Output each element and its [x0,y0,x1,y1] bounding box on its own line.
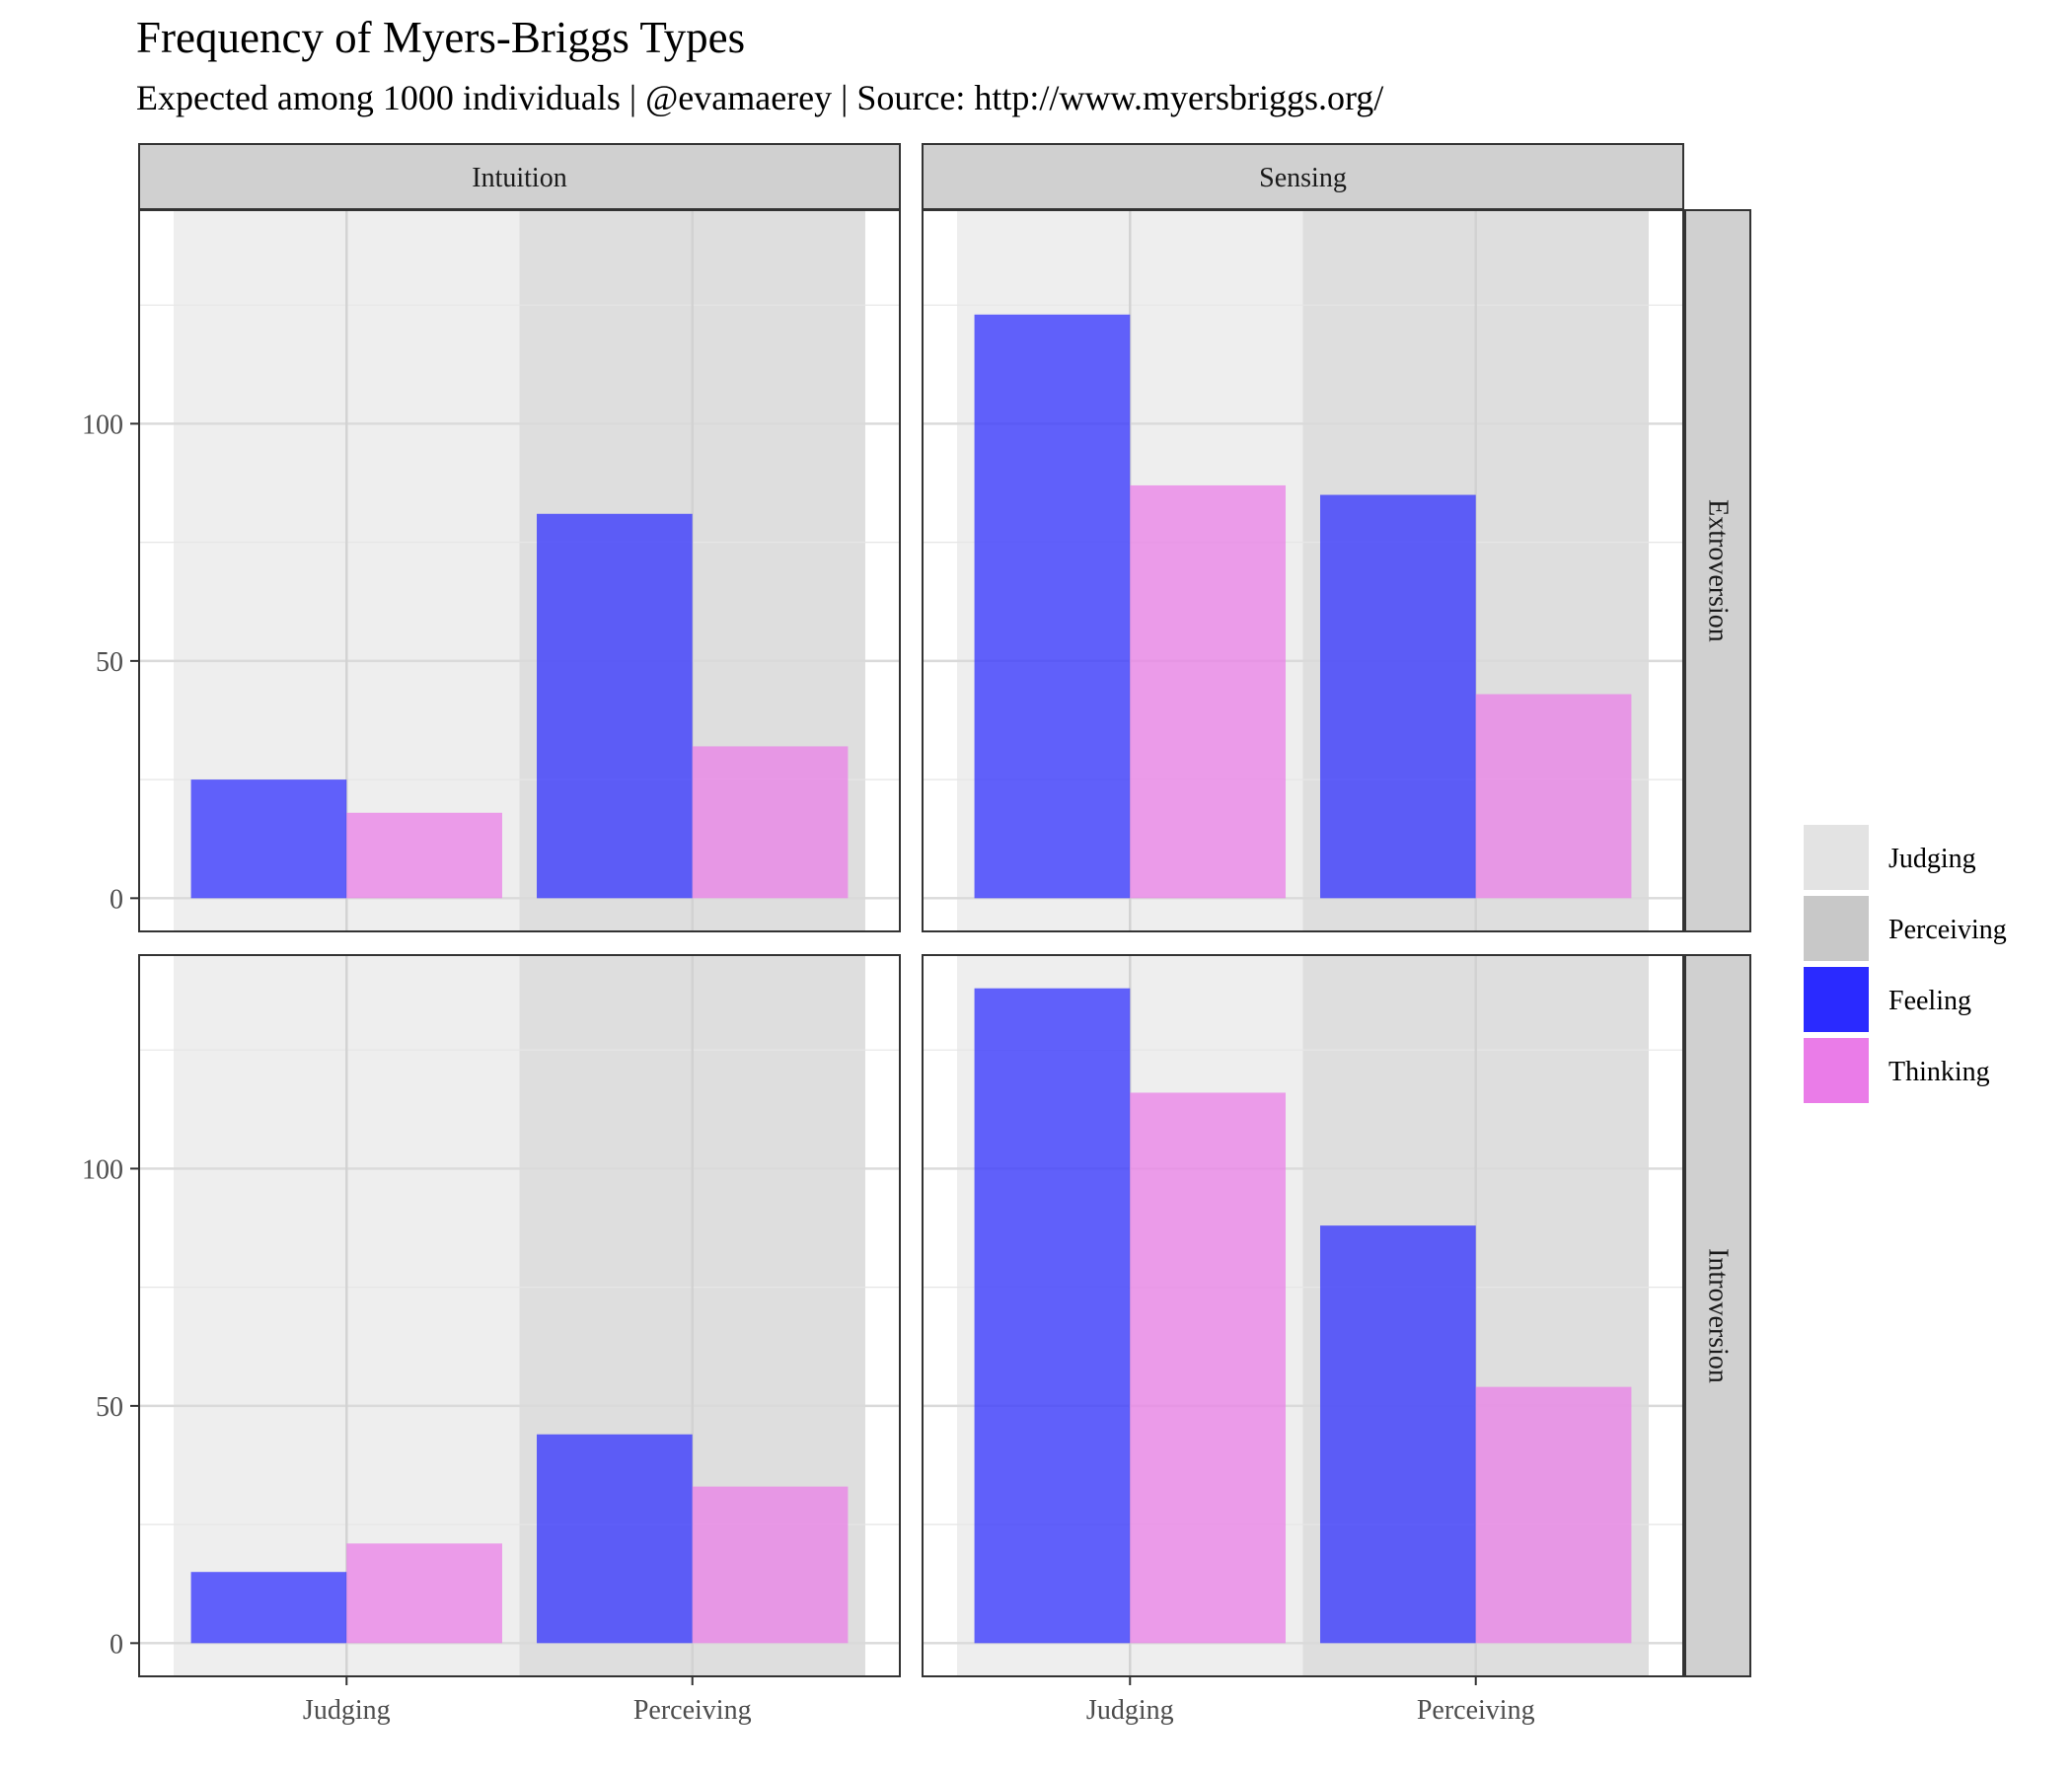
chart-title: Frequency of Myers-Briggs Types [136,13,746,62]
bar-feeling-perceiving [537,1434,693,1644]
y-tick-label: 0 [110,884,123,915]
facet-strip-introversion [1684,954,1751,1677]
facet-label-extroversion: Extroversion [1703,499,1734,642]
x-tick-label: Perceiving [633,1695,752,1726]
legend-label-judging: Judging [1888,844,1976,874]
bar-feeling-judging [974,988,1131,1644]
bar-feeling-judging [190,1572,347,1644]
legend-key-perceiving [1804,896,1869,961]
bar-thinking-perceiving [1475,694,1632,899]
legend-label-thinking: Thinking [1888,1057,1990,1087]
x-tick-label: Judging [1086,1695,1174,1726]
legend-key-judging [1804,825,1869,890]
facet-label-sensing: Sensing [1259,163,1347,193]
bar-feeling-perceiving [1320,1225,1476,1644]
panel-border-introversion-sensing [922,954,1684,1677]
bar-thinking-judging [346,1543,502,1644]
bar-feeling-judging [974,314,1131,899]
chart-subtitle: Expected among 1000 individuals | @evama… [136,78,1384,117]
bar-thinking-perceiving [692,746,849,899]
bar-thinking-perceiving [692,1486,849,1644]
bar-feeling-perceiving [537,513,693,899]
legend-key-feeling [1804,967,1869,1032]
bar-thinking-perceiving [1475,1386,1632,1644]
facet-strip-sensing [922,143,1684,210]
bar-thinking-judging [346,812,502,899]
panel-border-extroversion-intuition [138,209,901,932]
y-tick-label: 50 [96,1392,123,1423]
legend-key-thinking [1804,1038,1869,1103]
bar-thinking-judging [1130,484,1286,899]
facet-label-intuition: Intuition [472,163,566,193]
facet-strip-extroversion [1684,209,1751,932]
panel-border-extroversion-sensing [922,209,1684,932]
x-tick-label: Judging [303,1695,391,1726]
y-tick-label: 100 [82,1154,123,1185]
legend-label-feeling: Feeling [1888,986,1971,1016]
panel-border-introversion-intuition [138,954,901,1677]
x-tick-label: Perceiving [1417,1695,1535,1726]
y-tick-label: 100 [82,409,123,440]
y-tick-label: 0 [110,1629,123,1660]
bar-thinking-judging [1130,1092,1286,1644]
bar-feeling-judging [190,779,347,899]
legend-label-perceiving: Perceiving [1888,915,2007,945]
facet-label-introversion: Introversion [1703,1248,1734,1383]
bar-feeling-perceiving [1320,494,1476,899]
y-tick-label: 50 [96,647,123,678]
